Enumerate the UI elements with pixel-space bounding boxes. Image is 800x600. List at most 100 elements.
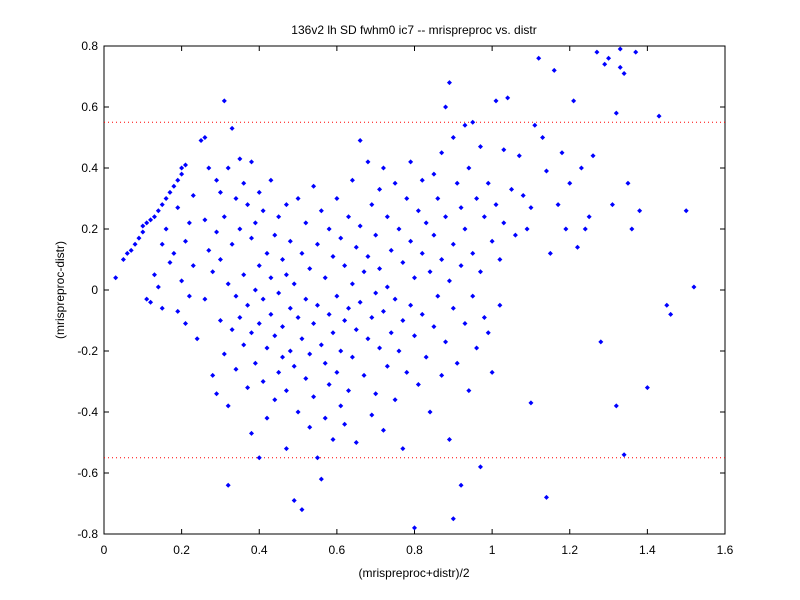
data-point — [431, 171, 437, 177]
data-point — [151, 214, 157, 220]
data-point — [532, 122, 538, 128]
data-point — [493, 98, 499, 104]
data-point — [210, 372, 216, 378]
x-tick-label: 0 — [101, 543, 108, 557]
x-tick-label: 1 — [489, 543, 496, 557]
data-point — [365, 253, 371, 259]
data-point — [404, 196, 410, 201]
data-point — [485, 180, 491, 186]
data-point — [287, 348, 293, 354]
data-point — [443, 339, 449, 345]
data-point — [431, 232, 437, 238]
data-point — [295, 196, 301, 201]
data-point — [248, 430, 254, 436]
data-point — [214, 229, 220, 235]
data-point — [357, 299, 363, 305]
data-point — [408, 302, 414, 308]
data-point — [210, 269, 216, 275]
data-point — [349, 177, 355, 183]
data-point — [602, 61, 608, 67]
data-point — [373, 290, 379, 296]
data-point — [338, 403, 344, 409]
data-point — [287, 305, 293, 311]
data-point — [524, 226, 530, 232]
data-point — [155, 284, 161, 290]
data-point — [214, 177, 220, 183]
data-point — [256, 263, 262, 269]
data-point — [408, 159, 414, 165]
data-point — [171, 250, 177, 256]
data-point — [520, 192, 526, 198]
data-point — [567, 180, 573, 186]
data-point — [291, 497, 297, 503]
data-point — [392, 296, 398, 302]
data-point — [202, 296, 208, 302]
data-point — [144, 220, 150, 226]
data-point — [268, 311, 274, 317]
data-point — [423, 220, 429, 226]
y-tick-label: 0.6 — [81, 100, 98, 114]
x-tick-label: 0.8 — [406, 543, 423, 557]
data-point — [225, 403, 231, 409]
data-point — [276, 290, 282, 296]
data-point — [613, 403, 619, 409]
data-point — [481, 314, 487, 320]
data-point — [346, 305, 352, 311]
data-point — [629, 226, 635, 232]
data-point — [183, 238, 189, 244]
data-point — [318, 476, 324, 482]
data-point — [555, 202, 561, 208]
data-point — [609, 202, 615, 208]
data-point — [481, 214, 487, 220]
data-point — [392, 180, 398, 186]
data-point — [280, 354, 286, 360]
y-tick-label: -0.6 — [77, 466, 98, 480]
data-point — [132, 241, 138, 247]
data-point — [427, 409, 433, 415]
data-point — [377, 186, 383, 192]
data-point — [365, 336, 371, 342]
data-point — [528, 205, 534, 211]
data-point — [633, 49, 639, 55]
data-point — [280, 257, 286, 262]
data-point — [419, 177, 425, 183]
data-point — [190, 192, 196, 198]
data-point — [151, 272, 157, 278]
data-point — [283, 388, 289, 394]
data-point — [148, 217, 154, 223]
data-point — [493, 202, 499, 208]
data-point — [221, 351, 227, 357]
data-point — [625, 180, 631, 186]
data-point — [621, 70, 627, 76]
data-point — [388, 247, 394, 253]
data-point — [454, 360, 460, 366]
data-point — [361, 372, 367, 378]
data-point — [120, 257, 126, 262]
x-tick-label: 1.2 — [561, 543, 578, 557]
data-point — [221, 98, 227, 104]
data-point — [462, 321, 468, 327]
data-point — [536, 55, 542, 61]
data-point — [322, 415, 328, 421]
data-point — [559, 150, 565, 156]
data-point — [248, 159, 254, 165]
data-point — [295, 409, 301, 415]
plot-area — [103, 45, 726, 535]
data-point — [446, 80, 452, 86]
data-point — [454, 180, 460, 186]
data-point — [330, 436, 336, 442]
y-tick-label: -0.8 — [77, 527, 98, 541]
data-point — [299, 336, 305, 342]
data-point — [186, 220, 192, 226]
data-point — [334, 369, 340, 375]
data-point — [380, 308, 386, 314]
data-point — [388, 330, 394, 336]
data-point — [202, 217, 208, 223]
data-point — [346, 388, 352, 394]
data-point — [183, 162, 189, 168]
x-tick-label: 1.6 — [717, 543, 734, 557]
data-point — [307, 266, 313, 272]
data-point — [361, 269, 367, 275]
data-point — [245, 385, 251, 391]
data-point — [291, 281, 297, 287]
